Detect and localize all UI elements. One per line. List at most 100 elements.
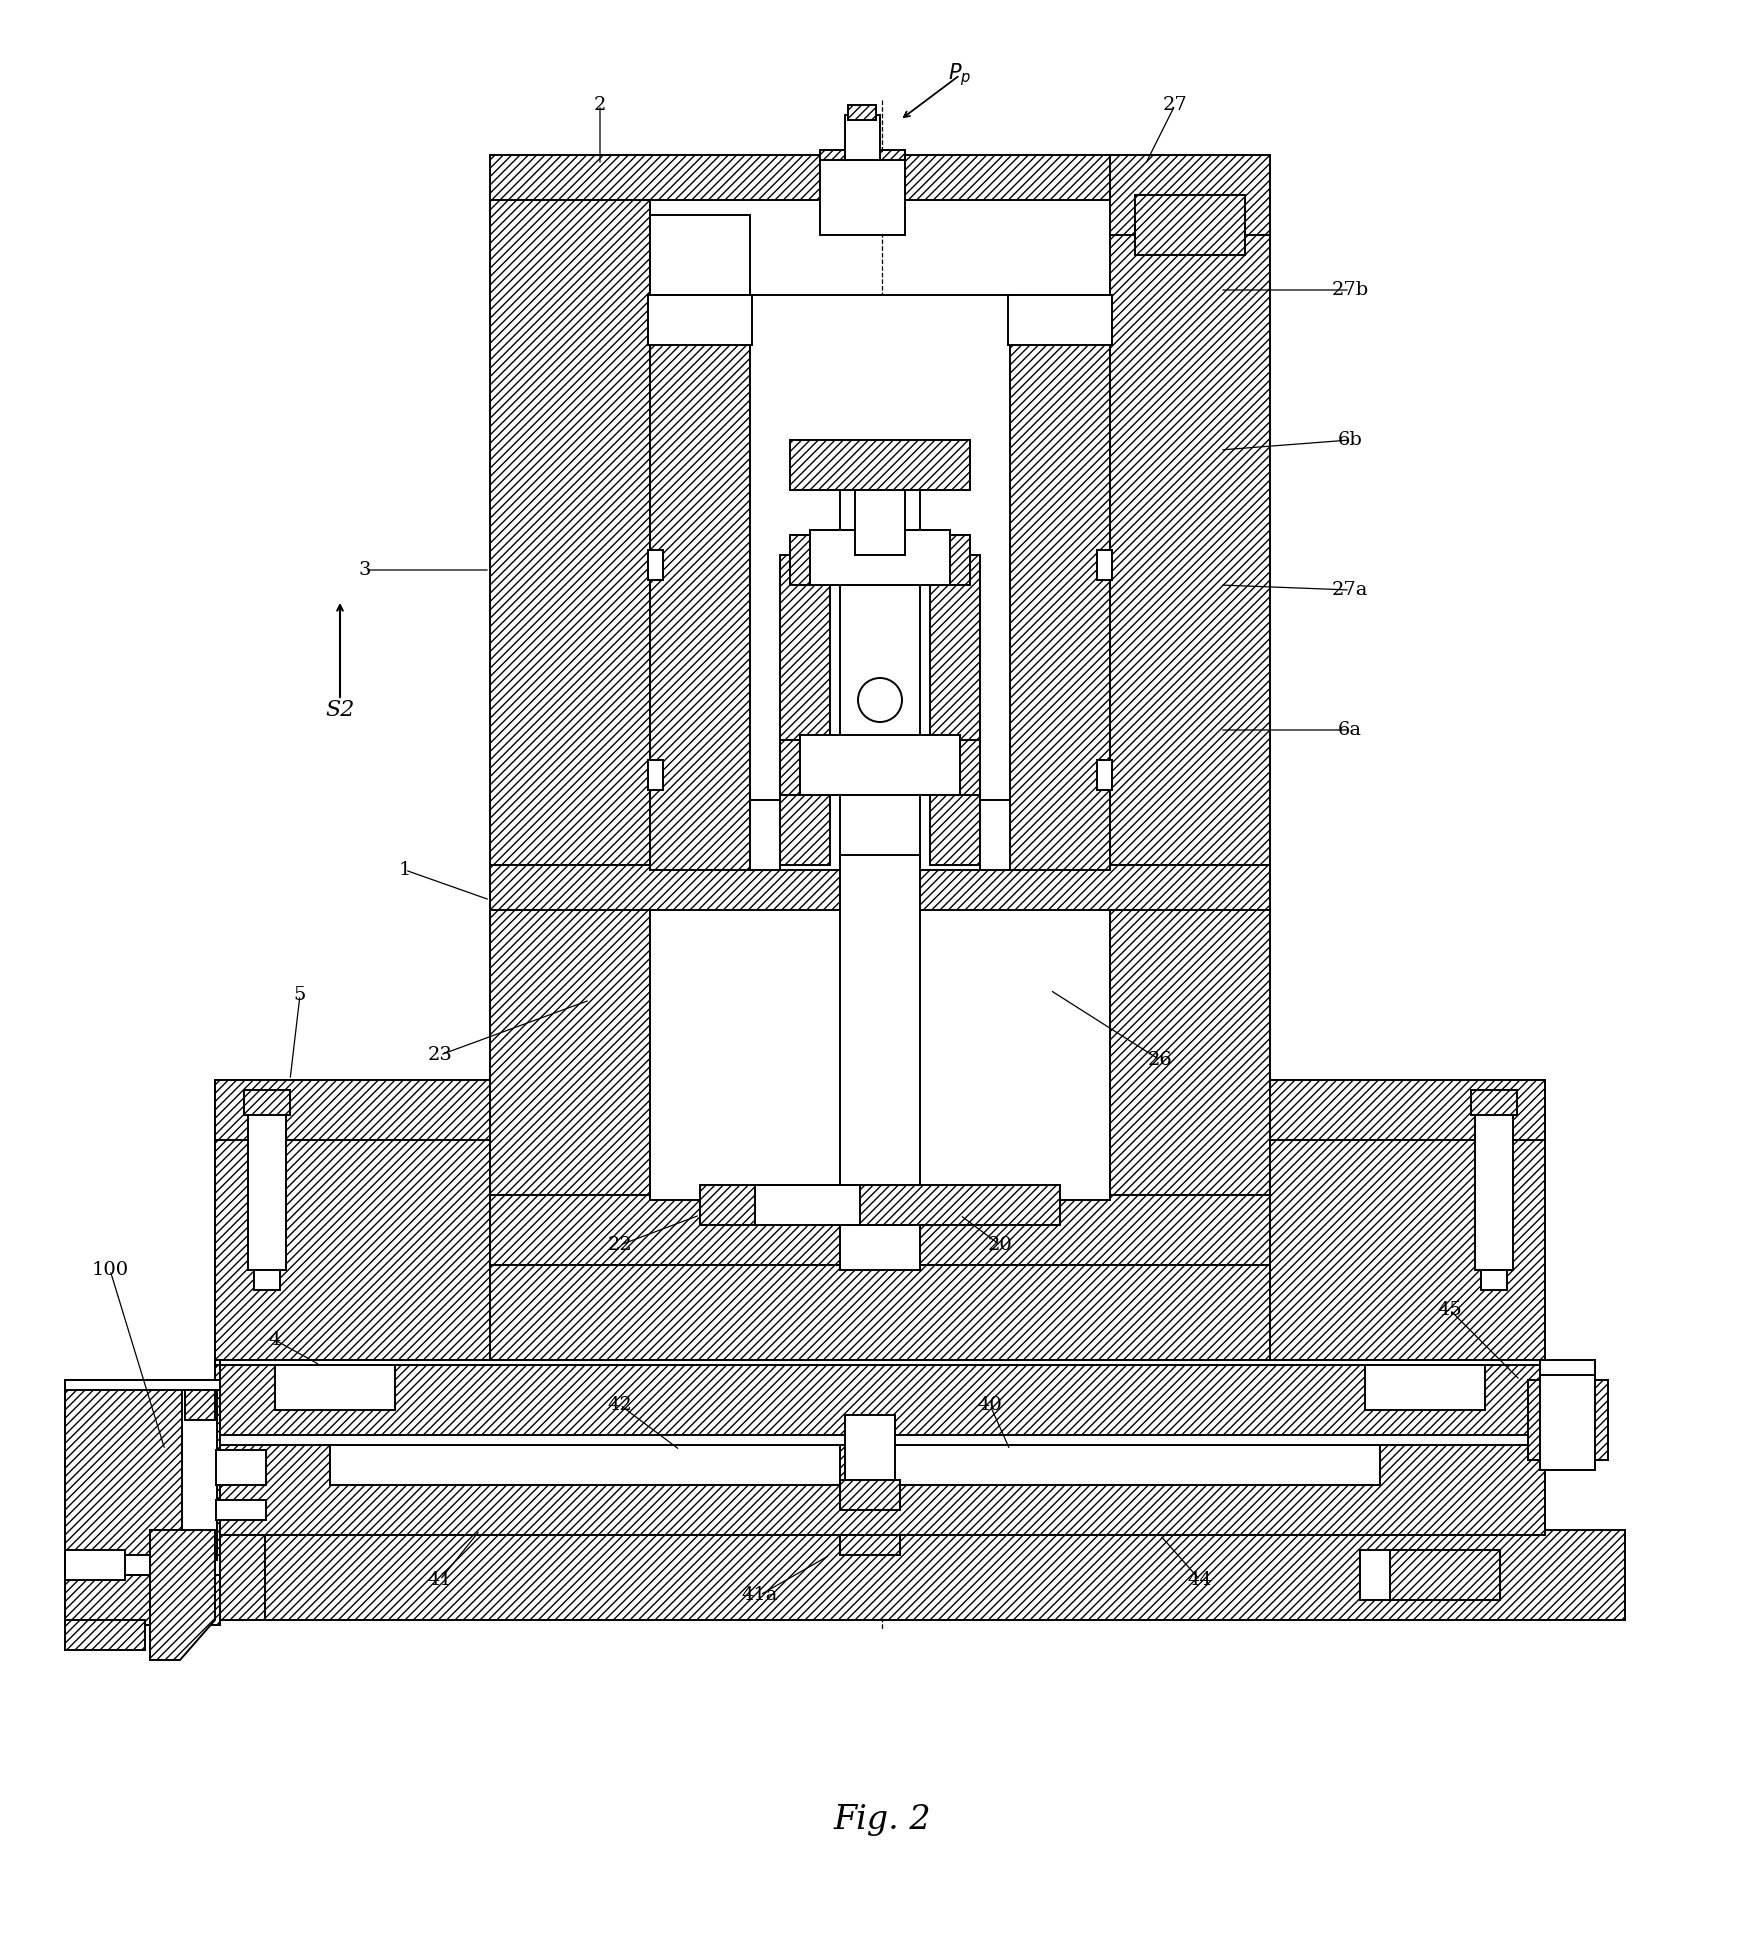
Bar: [790, 534, 970, 585]
Bar: [840, 1535, 900, 1554]
Bar: [1097, 760, 1111, 790]
Text: 26: 26: [1148, 1051, 1173, 1069]
Bar: [870, 1439, 1379, 1486]
Circle shape: [857, 679, 901, 722]
Bar: [1360, 1550, 1499, 1601]
Bar: [1134, 201, 1245, 246]
Text: 42: 42: [607, 1396, 632, 1414]
Bar: [65, 1381, 220, 1390]
Text: Fig. 2: Fig. 2: [833, 1804, 931, 1837]
Text: $P_p$: $P_p$: [949, 62, 972, 88]
Bar: [790, 441, 970, 489]
Text: 100: 100: [92, 1262, 129, 1279]
Bar: [647, 550, 663, 579]
Bar: [1475, 1090, 1514, 1269]
Bar: [490, 866, 1270, 905]
Bar: [1134, 195, 1245, 255]
Bar: [182, 1390, 217, 1560]
Bar: [820, 150, 905, 160]
Text: 40: 40: [977, 1396, 1002, 1414]
Bar: [490, 866, 1270, 911]
Bar: [136, 1531, 265, 1620]
Text: 6b: 6b: [1337, 431, 1362, 448]
Bar: [215, 1451, 266, 1486]
Bar: [254, 1269, 280, 1291]
Bar: [1007, 294, 1111, 345]
Bar: [1097, 550, 1111, 579]
Bar: [490, 189, 649, 870]
Bar: [490, 1199, 1270, 1359]
Bar: [810, 530, 951, 585]
Bar: [215, 1439, 1545, 1535]
Bar: [845, 115, 880, 160]
Text: 27a: 27a: [1332, 581, 1369, 599]
Text: 5: 5: [295, 987, 307, 1004]
Text: 41a: 41a: [743, 1585, 778, 1605]
Text: 2: 2: [594, 96, 607, 113]
Text: 27b: 27b: [1332, 281, 1369, 298]
Bar: [755, 1186, 861, 1225]
Bar: [65, 1554, 220, 1576]
Bar: [780, 739, 981, 796]
Text: 4: 4: [268, 1332, 280, 1349]
Bar: [215, 1359, 1545, 1435]
Bar: [136, 1531, 1625, 1620]
Polygon shape: [150, 1531, 215, 1659]
Bar: [65, 1620, 145, 1650]
Bar: [185, 1390, 215, 1420]
Bar: [848, 105, 877, 121]
Bar: [856, 480, 905, 556]
Bar: [649, 870, 1110, 1199]
Bar: [1011, 294, 1110, 870]
Bar: [490, 1195, 1270, 1266]
Bar: [490, 154, 1270, 201]
Bar: [1110, 870, 1270, 1199]
Bar: [215, 1355, 1545, 1365]
Bar: [1540, 1359, 1595, 1375]
Bar: [790, 441, 970, 489]
Bar: [1365, 1359, 1485, 1410]
Bar: [649, 294, 750, 870]
Text: 1: 1: [399, 862, 411, 879]
Bar: [930, 556, 981, 866]
Bar: [215, 1080, 496, 1359]
Bar: [275, 1359, 395, 1410]
Text: S2: S2: [325, 698, 355, 722]
Bar: [1265, 1080, 1545, 1141]
Bar: [215, 1500, 266, 1519]
Bar: [856, 460, 905, 486]
Bar: [215, 1429, 1545, 1445]
Bar: [1482, 1269, 1506, 1291]
Bar: [65, 1550, 125, 1580]
Bar: [750, 294, 1011, 870]
Bar: [1265, 1080, 1545, 1359]
Bar: [820, 154, 905, 236]
Text: 3: 3: [358, 562, 370, 579]
Bar: [1528, 1381, 1609, 1461]
Bar: [845, 1416, 894, 1480]
Bar: [861, 1186, 1060, 1225]
Bar: [1110, 189, 1270, 870]
Bar: [490, 870, 649, 1199]
Bar: [840, 480, 921, 870]
Bar: [330, 1439, 840, 1486]
Bar: [249, 1090, 286, 1269]
Bar: [840, 1480, 900, 1509]
Bar: [700, 1186, 900, 1225]
Bar: [801, 735, 960, 796]
Bar: [1471, 1090, 1517, 1115]
Bar: [647, 294, 751, 345]
Bar: [65, 1381, 220, 1554]
Text: 23: 23: [427, 1045, 452, 1065]
Bar: [750, 800, 780, 870]
Bar: [1110, 154, 1270, 236]
Bar: [1540, 1371, 1595, 1470]
Text: 6a: 6a: [1339, 722, 1362, 739]
Text: 27: 27: [1162, 96, 1187, 113]
Bar: [780, 556, 831, 866]
Bar: [649, 214, 750, 294]
Bar: [647, 760, 663, 790]
Bar: [65, 1576, 220, 1624]
Text: 45: 45: [1438, 1301, 1462, 1318]
Text: 44: 44: [1187, 1572, 1212, 1589]
